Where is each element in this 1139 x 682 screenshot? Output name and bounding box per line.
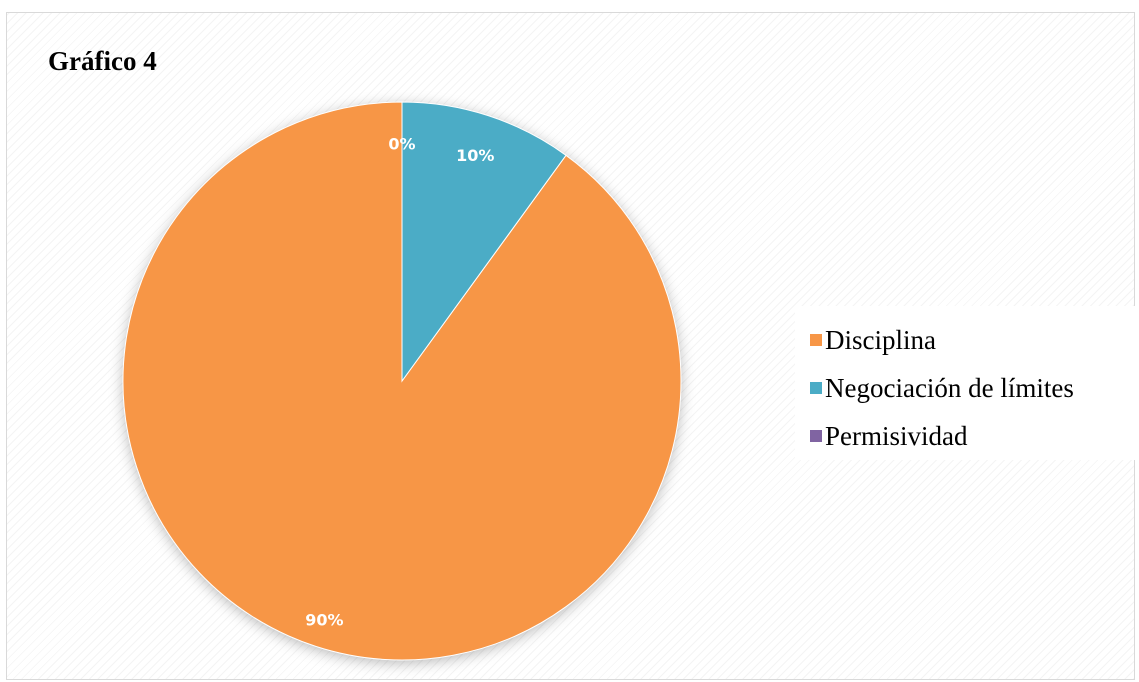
legend-swatch-negociacion [810,382,822,394]
legend-item-permisividad: Permisividad [810,412,1139,460]
legend-label-disciplina: Disciplina [825,324,936,355]
data-label-disciplina: 90% [305,610,343,629]
legend-label-permisividad: Permisividad [825,420,968,451]
data-label-negociacion-de-limites: 10% [456,146,494,165]
legend-label-negociacion: Negociación de límites [825,372,1074,403]
legend-item-negociacion: Negociación de límites [810,364,1139,412]
legend-item-disciplina: Disciplina [810,316,1139,364]
pie-slice-negociacion-de-limites [401,101,567,383]
data-label-permisividad: 0% [388,134,415,153]
legend: Disciplina Negociación de límites Permis… [795,306,1139,460]
chart-title: Gráfico 4 [48,46,157,76]
legend-swatch-permisividad [810,430,822,442]
legend-swatch-disciplina [810,334,822,346]
